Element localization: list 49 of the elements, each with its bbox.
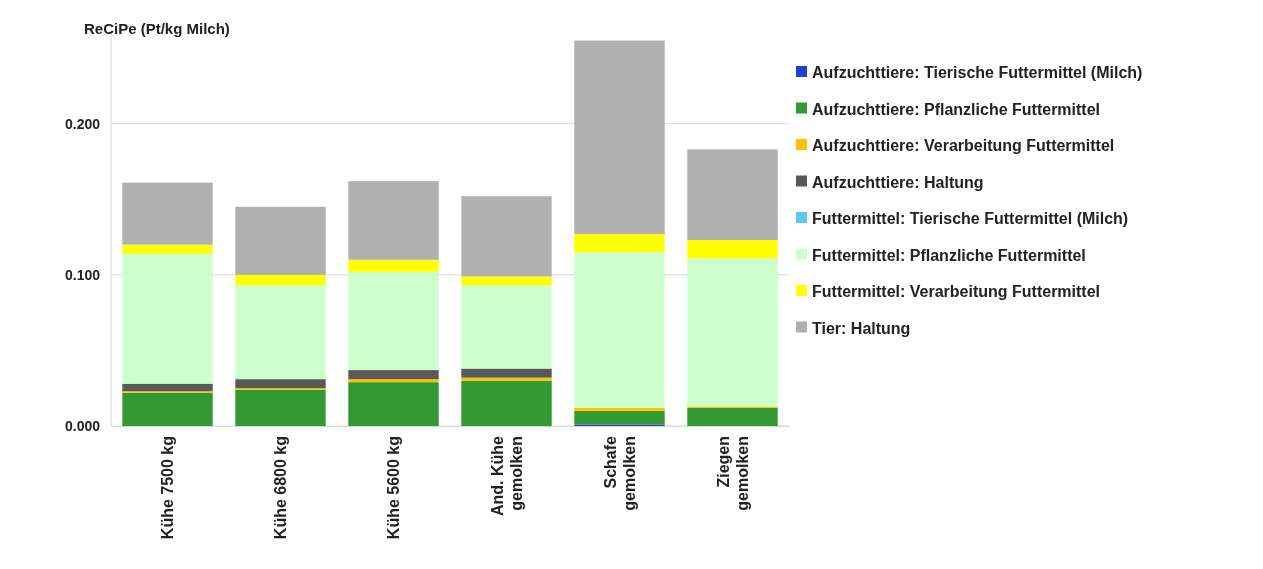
bar — [687, 240, 778, 259]
bar — [461, 276, 552, 286]
legend-label: Aufzuchttiere: Tierische Futtermittel (Milch) — [812, 64, 1143, 81]
x-tick-label: Kühe 6800 kg — [272, 436, 290, 540]
bar — [687, 258, 778, 407]
bar — [348, 271, 439, 371]
bar — [348, 181, 439, 260]
legend-label: Aufzuchttiere: Pflanzliche Futtermittel — [812, 100, 1101, 118]
bar — [574, 252, 665, 408]
legend-label: Futtermittel: Tierische Futtermittel (Milch) — [812, 210, 1129, 227]
legend-label: Aufzuchttiere: Verarbeitung Futtermittel — [812, 137, 1115, 154]
bar — [122, 244, 213, 254]
bar — [687, 149, 778, 241]
bar — [687, 407, 778, 426]
legend-label: Aufzuchttiere: Haltung — [812, 173, 984, 191]
bar — [235, 285, 326, 380]
bar — [235, 274, 326, 286]
bar — [122, 392, 213, 426]
chart-title: ReCiPe (Pt/kg Milch) — [84, 20, 230, 37]
x-tick-label: Ziegen gemolken — [714, 436, 751, 511]
y-tick-label: 0.200 — [64, 115, 101, 132]
bar — [348, 370, 439, 380]
bar — [348, 382, 439, 426]
bar — [461, 196, 552, 277]
bar — [461, 285, 552, 369]
bar — [235, 379, 326, 389]
bar — [461, 368, 552, 378]
bar — [235, 389, 326, 426]
y-tick-label: 0.100 — [64, 266, 101, 283]
bar — [122, 253, 213, 384]
legend-label: Tier: Haltung — [812, 319, 911, 337]
x-tick-label: Schafe gemolken — [601, 435, 638, 511]
bar — [574, 40, 665, 235]
bar — [122, 182, 213, 245]
bar — [235, 206, 326, 275]
bar — [461, 380, 552, 426]
bar — [574, 410, 665, 425]
bar — [348, 259, 439, 272]
legend-label: Futtermittel: Pflanzliche Futtermittel — [812, 246, 1086, 264]
bar — [574, 407, 665, 411]
legend-label: Futtermittel: Verarbeitung Futtermittel — [812, 283, 1101, 300]
y-tick-label: 0.000 — [64, 417, 101, 434]
x-tick-label: Kühe 5600 kg — [385, 436, 403, 540]
bar — [122, 383, 213, 392]
bar — [348, 379, 439, 383]
x-tick-label: And. Kühe gemolken — [488, 435, 525, 516]
x-tick-label: Kühe 7500 kg — [159, 436, 177, 540]
bar — [574, 234, 665, 253]
bar — [461, 377, 552, 381]
